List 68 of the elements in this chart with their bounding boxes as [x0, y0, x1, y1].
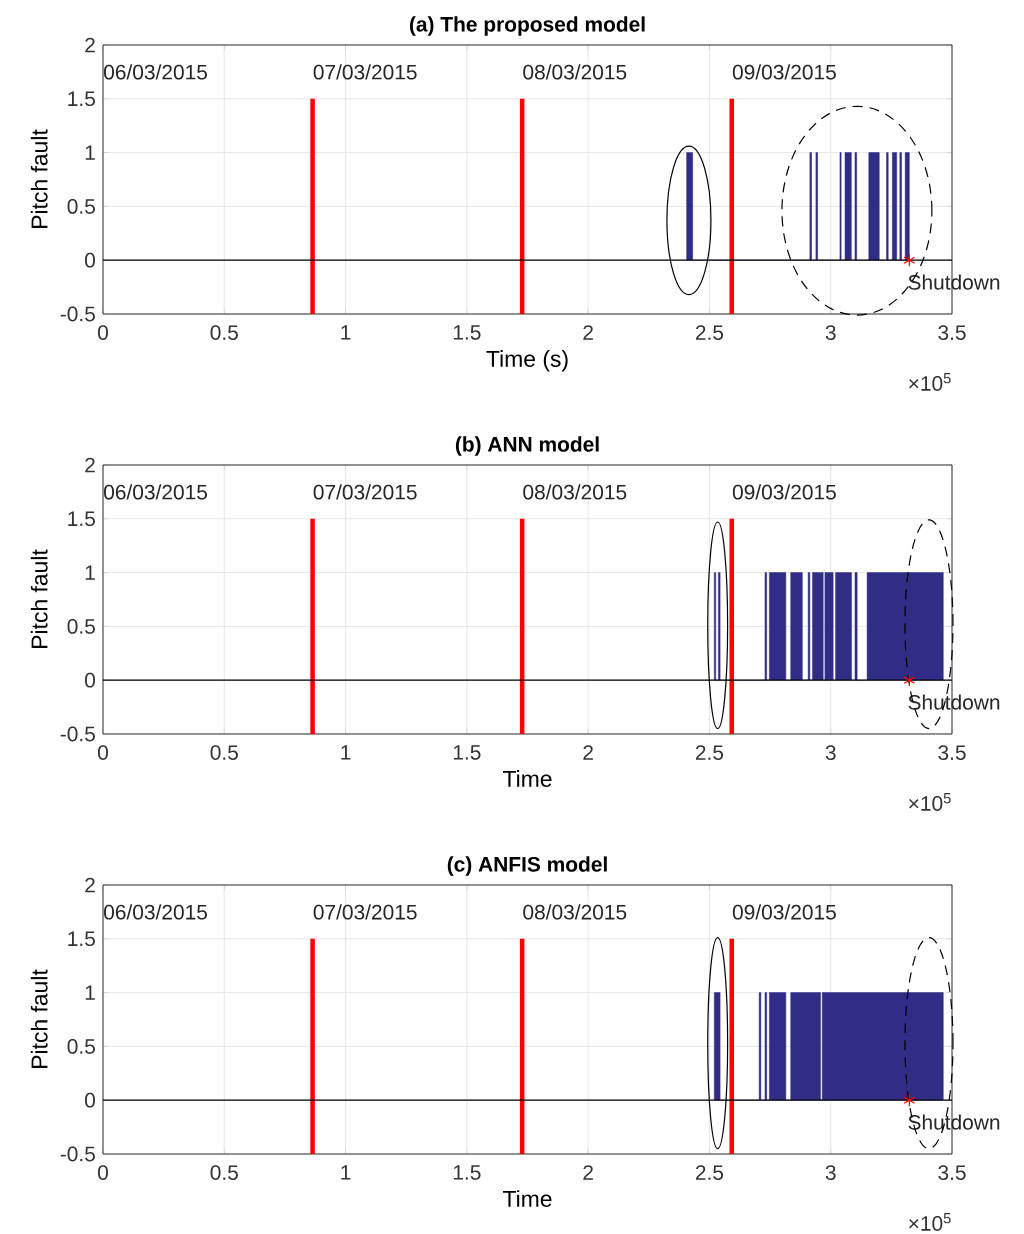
x-tick-label: 3.5 — [938, 325, 966, 340]
x-tick-label: 1 — [341, 1165, 351, 1180]
y-tick-label: -0.5 — [60, 726, 95, 742]
x-tick-label: 3 — [825, 1165, 836, 1180]
y-tick-label: 2 — [85, 877, 95, 893]
x-tick-label: 2 — [583, 325, 593, 340]
y-axis-title: Pitch fault — [30, 549, 48, 648]
annotation: 07/03/2015 — [313, 64, 417, 80]
x-tick-label: 0 — [97, 325, 108, 340]
chart-title: (b) ANN model — [455, 436, 599, 456]
y-tick-label: 2 — [85, 457, 95, 473]
text: ×10$^{5}$ — [909, 793, 951, 811]
annotation: 06/03/2015 — [104, 64, 208, 80]
x-tick-label: 1.5 — [453, 325, 481, 340]
x-axis-title: Time — [502, 1190, 552, 1207]
y-tick-label: 1.5 — [68, 511, 95, 527]
series-label: Shutdown — [908, 1114, 1000, 1130]
annotation: 06/03/2015 — [104, 484, 208, 500]
annotation: 08/03/2015 — [523, 484, 627, 500]
x-tick-label: 2.5 — [695, 745, 724, 760]
annotation: 09/03/2015 — [732, 64, 836, 80]
series-label: Shutdown — [908, 274, 1000, 290]
y-tick-label: 1.5 — [68, 91, 95, 107]
chart-title: (c) ANFIS model — [447, 856, 607, 876]
y-axis-title: Pitch fault — [30, 969, 48, 1068]
x-tick-label: 3.5 — [938, 745, 966, 760]
y-tick-label: 0 — [85, 1092, 95, 1108]
text: ×10$^{5}$ — [909, 1213, 951, 1231]
x-tick-label: 3.5 — [938, 1165, 966, 1180]
annotation: 09/03/2015 — [732, 484, 836, 500]
y-tick-label: -0.5 — [60, 306, 95, 322]
x-tick-label: 0.5 — [210, 745, 238, 760]
y-tick-label: 1.5 — [68, 931, 95, 947]
annotation: 07/03/2015 — [313, 904, 417, 920]
x-tick-label: 1 — [341, 325, 351, 340]
annotation: 08/03/2015 — [523, 904, 627, 920]
y-tick-label: 0 — [85, 672, 95, 688]
x-tick-label: 1.5 — [453, 1165, 481, 1180]
y-tick-label: 1 — [85, 985, 95, 1000]
y-tick-label: 1 — [85, 565, 95, 580]
x-tick-label: 1.5 — [453, 745, 481, 760]
y-tick-label: 0 — [85, 252, 95, 268]
y-tick-label: 0.5 — [67, 1038, 95, 1054]
annotation: 09/03/2015 — [732, 904, 836, 920]
annotation: 08/03/2015 — [523, 64, 627, 80]
y-axis-title: Pitch fault — [30, 129, 48, 228]
y-tick-label: 0.5 — [67, 618, 95, 634]
y-tick-label: 1 — [85, 145, 95, 160]
annotation: 06/03/2015 — [104, 904, 208, 920]
x-tick-label: 0 — [97, 745, 108, 760]
x-tick-label: 0.5 — [210, 325, 238, 340]
x-axis-title: Time — [502, 770, 552, 787]
y-tick-label: -0.5 — [60, 1146, 95, 1162]
x-tick-label: 2 — [583, 1165, 593, 1180]
x-tick-label: 2.5 — [695, 1165, 724, 1180]
x-tick-label: 2.5 — [695, 325, 724, 340]
y-tick-label: 2 — [85, 37, 95, 53]
x-tick-label: 0.5 — [210, 1165, 238, 1180]
x-axis-title: Time (s) — [486, 350, 568, 372]
x-tick-label: 0 — [97, 1165, 108, 1180]
x-tick-label: 3 — [825, 325, 836, 340]
chart-title: (a) The proposed model — [409, 16, 645, 36]
text: ×10$^{5}$ — [909, 373, 951, 391]
y-tick-label: 0.5 — [67, 198, 95, 214]
x-tick-label: 1 — [341, 745, 351, 760]
annotation: 07/03/2015 — [313, 484, 417, 500]
x-tick-label: 3 — [825, 745, 836, 760]
x-tick-label: 2 — [583, 745, 593, 760]
